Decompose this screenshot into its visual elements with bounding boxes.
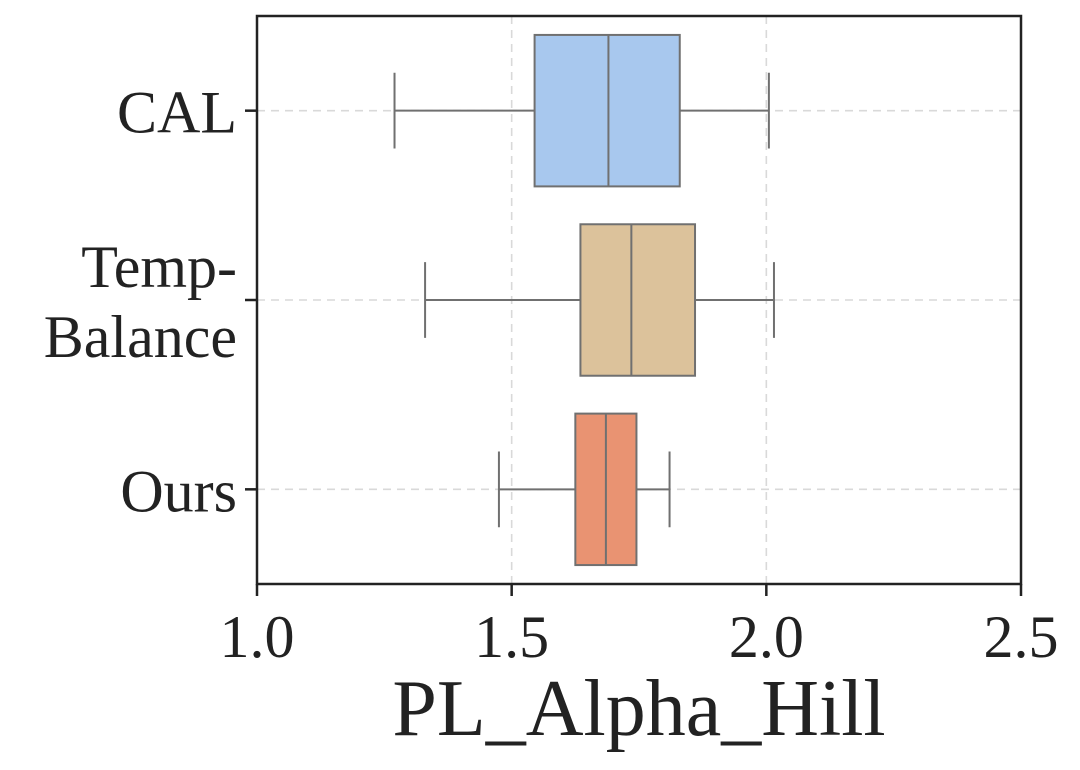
y-tick-label-line: Balance [44, 304, 237, 370]
x-tick-label: 1.5 [474, 604, 549, 670]
y-tick-label-line: Ours [120, 458, 237, 524]
y-tick-label-line: CAL [117, 80, 237, 146]
x-tick-label: 1.0 [220, 604, 295, 670]
box-layer [393, 33, 775, 567]
iqr-box [579, 223, 697, 377]
x-tick-label: 2.5 [984, 604, 1059, 670]
iqr-box [533, 33, 681, 188]
y-tick-label: Temp-Balance [44, 234, 237, 370]
x-axis-title: PL_Alpha_Hill [392, 665, 885, 753]
x-tick-label: 2.0 [729, 604, 804, 670]
tick-layer: 1.0 1.5 2.0 2.5 CAL Temp-Balance Ours [44, 80, 1059, 670]
y-tick-label-line: Temp- [81, 234, 237, 300]
y-tick-label: Ours [120, 458, 237, 524]
y-tick-label: CAL [117, 80, 237, 146]
